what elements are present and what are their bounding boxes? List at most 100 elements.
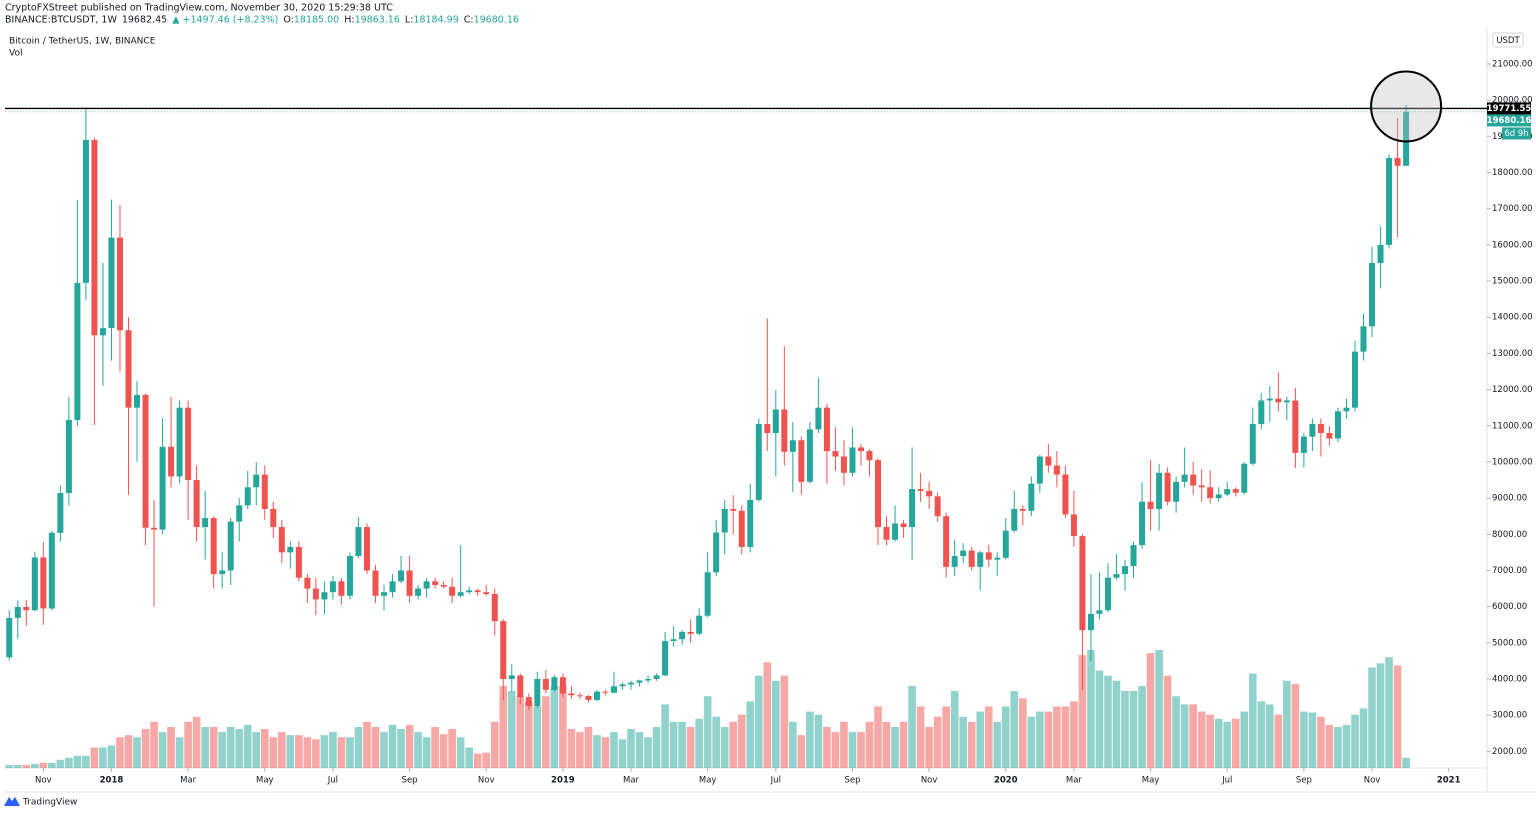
candle-body: [474, 590, 481, 593]
y-tick-label: 9000.00: [1492, 494, 1527, 504]
candle-body: [1130, 545, 1137, 567]
volume-bar: [303, 737, 312, 768]
volume-bar: [1104, 675, 1112, 768]
volume-bar: [1180, 704, 1189, 768]
volume-bar: [1189, 704, 1197, 768]
candle-body: [645, 679, 652, 681]
volume-bar: [763, 662, 772, 768]
candle-body: [389, 581, 396, 593]
volume-bar: [806, 711, 814, 768]
candle-body: [1292, 400, 1299, 453]
volume-bar: [175, 737, 184, 768]
volume-bar: [1214, 718, 1223, 768]
candle-body: [1019, 508, 1026, 511]
candle-body: [321, 592, 328, 600]
volume-bar: [346, 737, 354, 768]
x-tick-label: Nov: [921, 776, 938, 786]
y-tick-label: 15000.00: [1492, 277, 1533, 287]
volume-bar: [533, 706, 542, 768]
x-tick-label: Mar: [1066, 776, 1083, 786]
volume-bar: [882, 721, 891, 768]
volume-bar: [610, 732, 618, 768]
hline-label-box: [1487, 102, 1531, 115]
candle-body: [227, 521, 234, 571]
published-line: CryptoFXStreet published on TradingView.…: [5, 3, 393, 14]
candle-body: [457, 592, 464, 596]
volume-bar: [1317, 716, 1325, 768]
volume-bar: [644, 737, 652, 768]
currency-box[interactable]: [1492, 32, 1524, 48]
volume-bar: [1172, 696, 1180, 768]
logo-icon: [4, 797, 20, 806]
volume-bar: [1197, 711, 1206, 768]
candle-body: [363, 527, 370, 571]
candle-body: [449, 586, 456, 596]
volume-bar: [950, 691, 959, 768]
y-tick-label: 7000.00: [1492, 566, 1527, 576]
candle-body: [883, 527, 890, 540]
candle-body: [1190, 474, 1197, 486]
volume-bar: [329, 732, 337, 768]
candle-body: [943, 516, 950, 567]
volume-bar: [124, 735, 133, 768]
volume-bar: [116, 737, 124, 768]
volume-bar: [158, 732, 167, 768]
volume-bar: [899, 721, 908, 768]
volume-bar: [184, 721, 192, 768]
y-tick-label: 3000.00: [1492, 711, 1527, 721]
candle-body: [670, 639, 677, 642]
candle-body: [31, 557, 38, 611]
header-item: 19680.16: [474, 15, 519, 26]
candle-body: [559, 677, 566, 694]
x-tick-label: Mar: [180, 776, 197, 786]
candle-body: [423, 581, 430, 589]
candle-body: [832, 451, 839, 457]
legend-title: Bitcoin / TetherUS, 1W, BINANCE: [9, 37, 156, 47]
volume-bar: [891, 726, 899, 768]
volume-bar: [772, 680, 780, 768]
volume-bar: [107, 745, 116, 768]
header-item: 18185.00: [294, 15, 339, 26]
candle-body: [875, 460, 882, 528]
header-item: 19682.45: [122, 15, 167, 26]
volume-bar: [942, 706, 950, 768]
volume-bar: [865, 721, 874, 768]
volume-bar: [22, 764, 31, 768]
highlight-circle: [1370, 70, 1443, 143]
candle-body: [1334, 411, 1341, 439]
header-item: H:: [344, 15, 354, 26]
candle-body: [1215, 494, 1222, 499]
candle-body: [1207, 487, 1214, 499]
volume-bar: [1138, 685, 1146, 768]
countdown-box: [1502, 127, 1531, 140]
volume-bar: [1385, 657, 1393, 768]
last-price-label: 19680.16: [1487, 116, 1532, 126]
volume-bar: [712, 716, 720, 768]
candle-body: [585, 696, 592, 700]
candle-body: [1309, 423, 1316, 437]
volume-bar: [1334, 726, 1342, 768]
volume-bar: [848, 732, 857, 768]
countdown: 6d 9h: [1504, 129, 1528, 139]
candle-body: [781, 409, 788, 452]
volume-bar: [1240, 711, 1249, 768]
volume-bar: [754, 675, 763, 768]
candle-body: [483, 592, 490, 594]
volume-bar: [1231, 718, 1240, 768]
volume-bar: [567, 729, 576, 768]
header-item: ▲ +1497.46 (+8.23%): [172, 15, 278, 26]
x-tick-label: Jul: [327, 776, 338, 786]
candle-body: [1266, 398, 1273, 401]
volume-bar: [482, 752, 491, 768]
candle-body: [1104, 577, 1111, 611]
volume-bar: [388, 724, 397, 768]
candle-body: [1036, 456, 1043, 484]
volume-bar: [874, 706, 882, 768]
candle-body: [1147, 501, 1154, 509]
volume-bar: [542, 696, 550, 768]
volume-bar: [218, 732, 226, 768]
volume-bar: [39, 762, 48, 768]
y-tick-label: 14000.00: [1492, 313, 1533, 323]
candle-body: [6, 617, 13, 658]
candle-body: [508, 675, 515, 680]
